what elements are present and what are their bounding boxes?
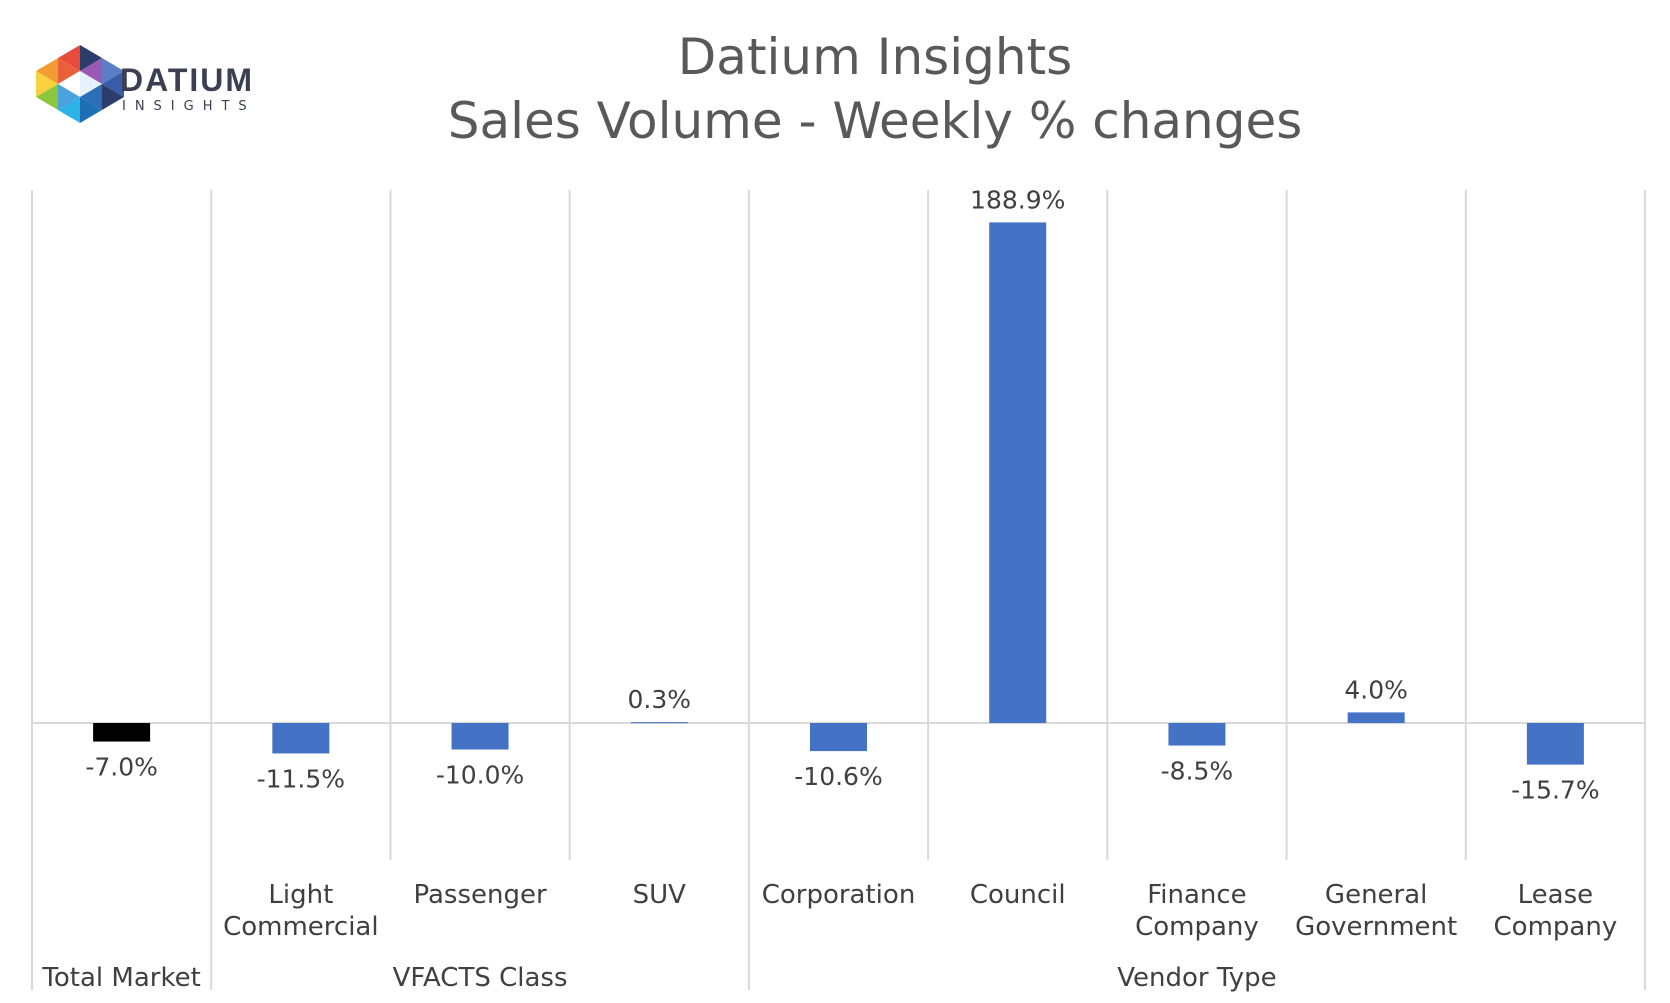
category-tick-label: Light: [268, 880, 333, 910]
bar: [1347, 712, 1405, 723]
category-tick-label: Government: [1295, 912, 1457, 942]
logo-subtext: INSIGHTS: [122, 99, 256, 114]
category-tick-label: Finance: [1147, 880, 1246, 910]
category-tick-label: Corporation: [762, 880, 916, 910]
bar: [630, 722, 688, 724]
group-label: Vendor Type: [1117, 963, 1276, 993]
data-label: -15.7%: [1511, 776, 1599, 805]
category-tick-label: Company: [1135, 912, 1259, 942]
category-tick-label: SUV: [633, 880, 687, 910]
bar: [451, 723, 509, 750]
logo-wordmark: DATIUM: [120, 62, 255, 98]
chart-subtitle: Sales Volume - Weekly % changes: [447, 92, 1303, 150]
bar: [1526, 723, 1584, 765]
data-label: 0.3%: [628, 685, 692, 714]
category-tick-label: Lease: [1518, 880, 1594, 910]
data-label: -11.5%: [257, 764, 345, 793]
category-tick-label: Commercial: [223, 912, 379, 942]
data-label: -7.0%: [85, 753, 158, 782]
category-tick-label: Company: [1494, 912, 1618, 942]
category-tick-label: Passenger: [413, 880, 547, 910]
data-label: -10.0%: [436, 761, 524, 790]
bar: [93, 723, 151, 742]
data-label: 188.9%: [970, 185, 1065, 214]
category-tick-label: General: [1325, 880, 1427, 910]
group-label: VFACTS Class: [393, 963, 568, 993]
data-label: -10.6%: [794, 762, 882, 791]
datium-logo: [36, 45, 124, 123]
bar: [810, 723, 867, 752]
category-tick-label: Council: [970, 880, 1066, 910]
data-label: 4.0%: [1344, 675, 1408, 704]
bar: [1168, 723, 1226, 746]
group-label: Total Market: [41, 963, 200, 993]
bar: [989, 222, 1047, 724]
chart-title: Datium Insights: [677, 28, 1073, 86]
bar: [272, 723, 330, 754]
data-label: -8.5%: [1161, 757, 1234, 786]
